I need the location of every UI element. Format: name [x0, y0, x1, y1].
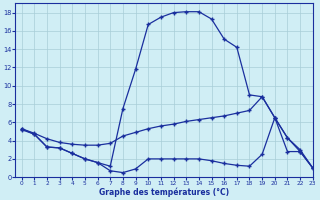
X-axis label: Graphe des températures (°C): Graphe des températures (°C) [99, 187, 229, 197]
